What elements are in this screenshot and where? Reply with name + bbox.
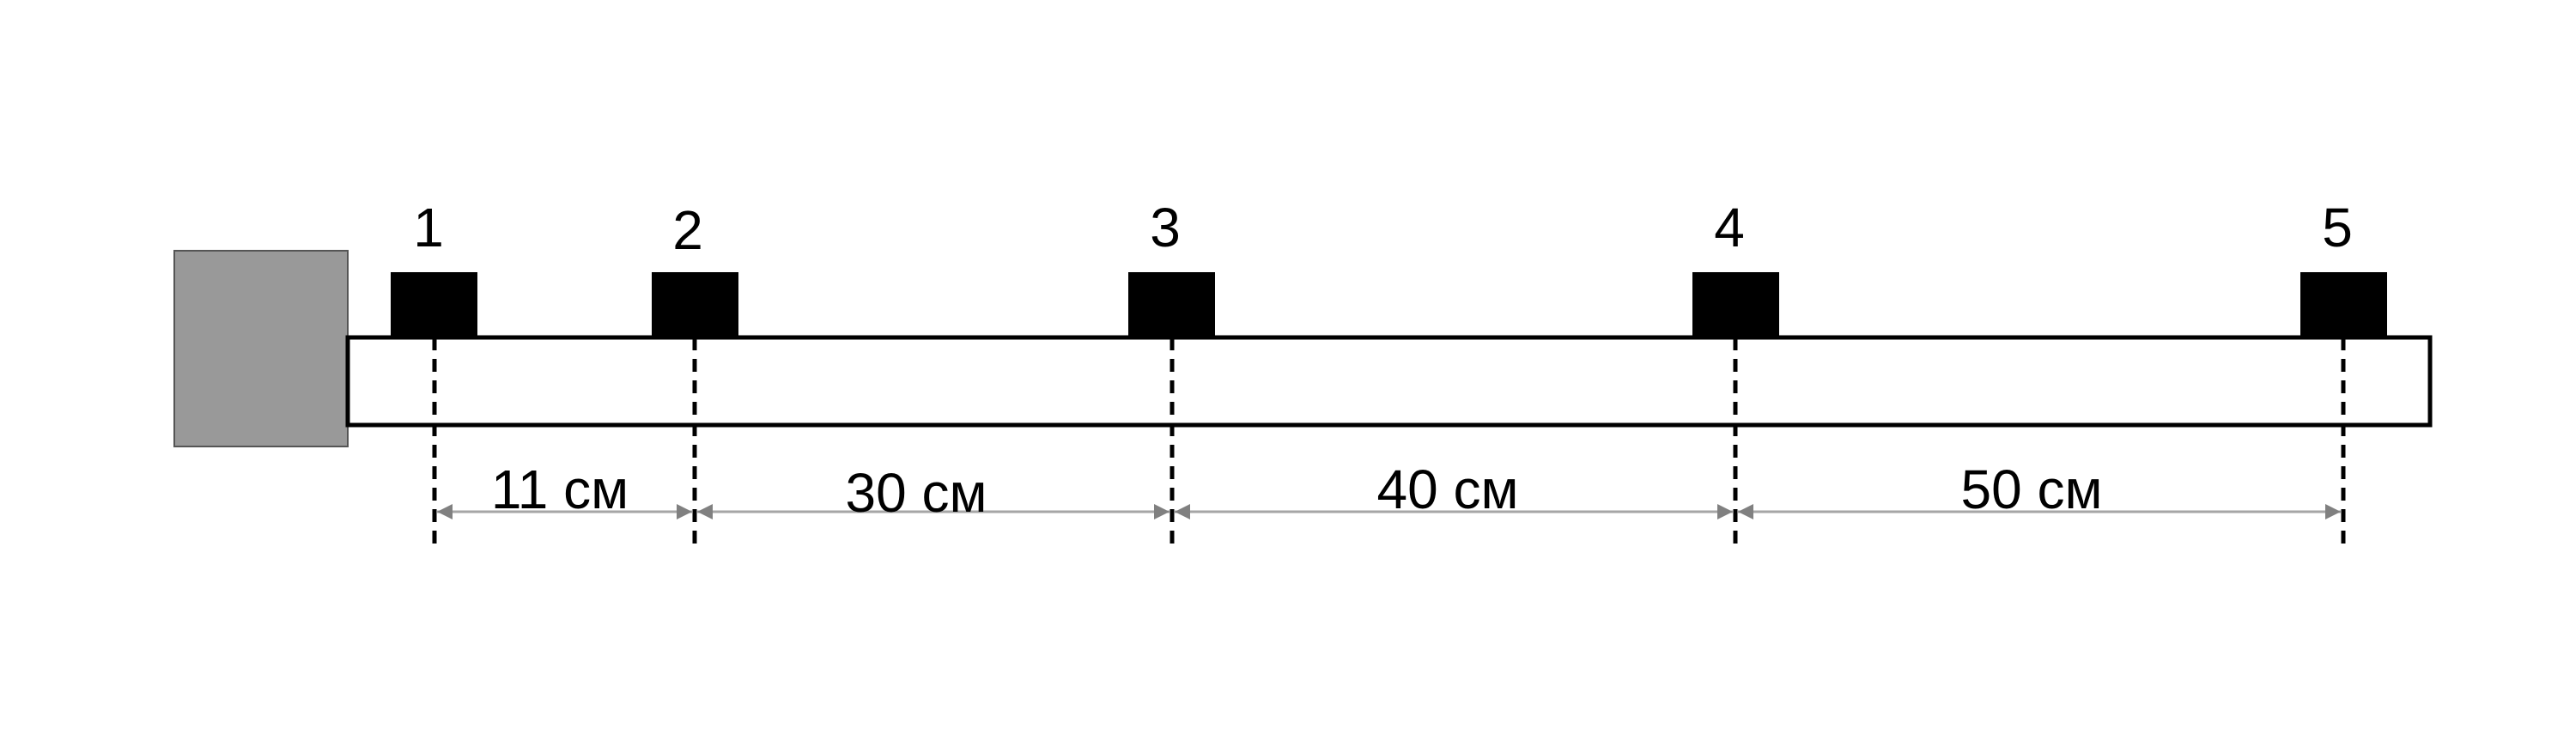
block-1-label: 1 xyxy=(413,197,444,258)
dimension-3: 40 см xyxy=(1175,459,1733,520)
block-3-mass xyxy=(1128,272,1215,337)
block-2-mass xyxy=(652,272,738,337)
block-2: 2 xyxy=(652,199,738,337)
block-2-label: 2 xyxy=(672,199,703,261)
block-4-label: 4 xyxy=(1714,197,1745,258)
wall-support xyxy=(173,250,349,447)
block-4-mass xyxy=(1692,272,1779,337)
block-1-mass xyxy=(391,272,477,337)
block-5-label: 5 xyxy=(2322,197,2353,258)
block-3-label: 3 xyxy=(1150,197,1181,258)
beam xyxy=(345,335,2433,428)
dimension-1-label: 11 см xyxy=(491,459,629,520)
dimension-4: 50 см xyxy=(1738,459,2341,520)
dimension-3-label: 40 см xyxy=(1377,459,1519,520)
block-1: 1 xyxy=(391,197,477,337)
block-4: 4 xyxy=(1692,197,1779,337)
dimension-1: 11 см xyxy=(437,459,692,520)
block-5-mass xyxy=(2300,272,2387,337)
block-3: 3 xyxy=(1128,197,1215,337)
dimension-2-label: 30 см xyxy=(846,462,987,524)
block-5: 5 xyxy=(2300,197,2387,337)
dimension-4-label: 50 см xyxy=(1961,459,2103,520)
dimension-2: 30 см xyxy=(697,462,1170,524)
